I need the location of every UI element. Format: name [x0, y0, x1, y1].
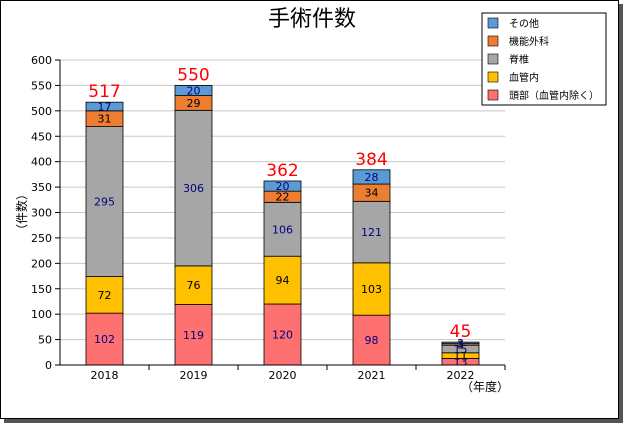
segment-value-label: 20	[187, 85, 201, 98]
segment-value-label: 94	[276, 274, 290, 287]
y-tick-label: 550	[31, 79, 52, 92]
x-tick-label: 2022	[447, 369, 475, 382]
y-tick-label: 400	[31, 156, 52, 169]
bar-segment	[174, 85, 213, 96]
bar-segment	[174, 109, 213, 267]
bar-segment	[263, 180, 302, 192]
segment-value-label: 28	[365, 171, 379, 184]
y-tick-label: 50	[38, 334, 52, 347]
bar-segment	[174, 265, 213, 305]
y-tick-label: 500	[31, 105, 52, 118]
bar-segment	[85, 126, 124, 277]
bar-segment	[85, 101, 124, 112]
segment-value-label: 3	[457, 337, 464, 350]
x-axis-label: （年度）	[461, 379, 509, 394]
legend-swatch	[487, 71, 499, 83]
bar-segment	[85, 276, 124, 314]
segment-value-label: 31	[98, 113, 112, 126]
segment-value-label: 120	[272, 329, 293, 342]
bar-segment	[352, 200, 391, 264]
bar-segment	[263, 201, 302, 257]
bar-total-label: 384	[355, 150, 387, 170]
y-tick-label: 100	[31, 308, 52, 321]
segment-value-label: 103	[361, 283, 382, 296]
legend-swatch	[487, 53, 499, 65]
y-tick-label: 150	[31, 283, 52, 296]
y-tick-label: 250	[31, 232, 52, 245]
legend-swatch	[487, 17, 499, 29]
x-tick-label: 2018	[91, 369, 119, 382]
y-tick-label: 350	[31, 181, 52, 194]
bar-total-label: 362	[266, 161, 298, 181]
bar-total-label: 550	[177, 65, 209, 85]
segment-value-label: 29	[187, 97, 201, 110]
bar-segment	[441, 341, 480, 345]
x-tick-label: 2020	[269, 369, 297, 382]
legend-label: 脊椎	[509, 53, 529, 66]
segment-value-label: 98	[365, 334, 379, 347]
bar-total-label: 45	[450, 322, 472, 342]
bar-segment	[174, 304, 213, 366]
segment-value-label: 15	[454, 343, 468, 356]
y-tick-label: 600	[31, 54, 52, 67]
segment-value-label: 306	[183, 182, 204, 195]
bar-segment	[263, 255, 302, 305]
segment-value-label: 121	[361, 226, 382, 239]
chart-title: 手術件数	[268, 7, 356, 32]
segment-value-label: 119	[183, 329, 204, 342]
x-tick-label: 2021	[358, 369, 386, 382]
legend-swatch	[487, 35, 499, 47]
y-tick-label: 200	[31, 257, 52, 270]
legend-label: 血管内	[509, 71, 539, 84]
segment-value-label: 295	[94, 196, 115, 209]
segment-value-label: 72	[98, 289, 112, 302]
y-tick-label: 300	[31, 207, 52, 220]
legend-box	[481, 12, 607, 106]
segment-value-label: 3	[457, 338, 464, 351]
axes: 0 50 100 150 200 250 300 350 400 450 500 550 600 2018…	[31, 54, 506, 382]
bar-total-label: 517	[88, 82, 120, 102]
y-tick-label: 450	[31, 130, 52, 143]
y-tick-label: 0	[45, 359, 52, 372]
legend-label: 機能外科	[509, 35, 549, 48]
segment-value-label: 22	[276, 191, 290, 204]
bar-segment	[352, 169, 391, 185]
y-axis-label: （件数）	[14, 188, 29, 236]
segment-value-label: 106	[272, 223, 293, 236]
segment-value-label: 76	[187, 279, 201, 292]
segment-value-label: 20	[276, 180, 290, 193]
x-tick-label: 2019	[180, 369, 208, 382]
segment-value-label: 34	[365, 187, 379, 200]
segment-value-label: 102	[94, 333, 115, 346]
bars: 1027229531175171197630629205501209410622…	[85, 65, 480, 369]
legend-label: その他	[509, 17, 539, 30]
legend-swatch	[487, 89, 499, 101]
segment-value-label: 17	[98, 101, 112, 114]
legend-label: 頭部（血管内除く）	[509, 89, 599, 102]
